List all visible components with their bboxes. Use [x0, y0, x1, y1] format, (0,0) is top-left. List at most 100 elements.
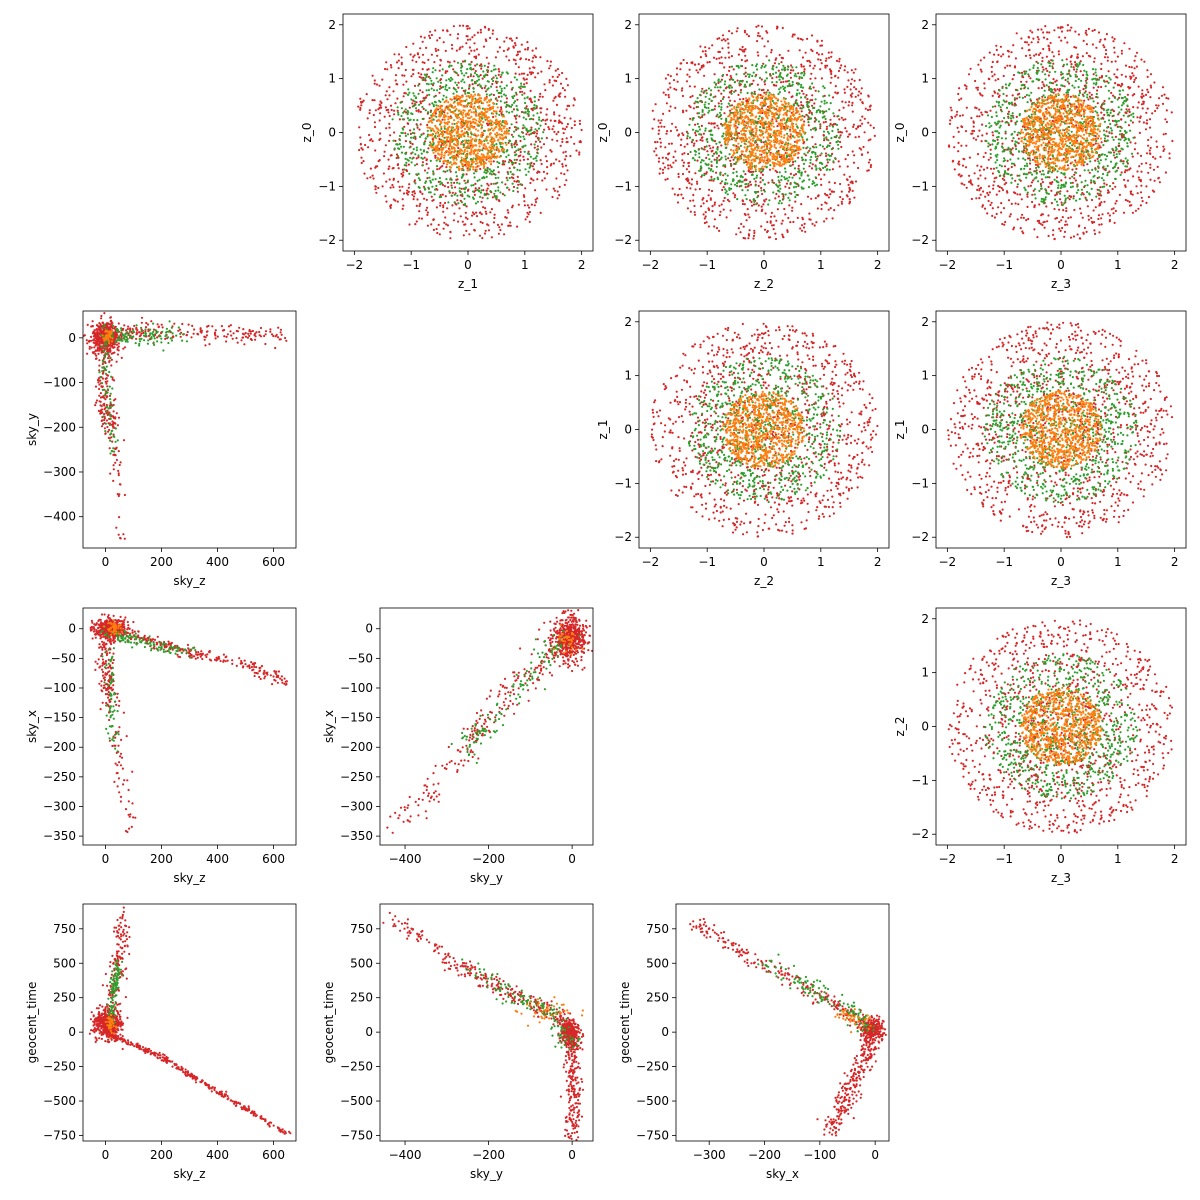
- scatter-point: [728, 30, 731, 33]
- scatter-point: [786, 105, 789, 108]
- scatter-point: [720, 56, 723, 59]
- scatter-point: [558, 119, 561, 122]
- scatter-point: [730, 89, 733, 92]
- scatter-point: [704, 129, 707, 132]
- scatter-point: [826, 130, 830, 133]
- scatter-point: [522, 135, 525, 138]
- scatter-point: [701, 114, 704, 117]
- scatter-point: [362, 160, 365, 163]
- scatter-point: [760, 209, 763, 213]
- scatter-point: [508, 139, 511, 142]
- scatter-point: [797, 135, 800, 138]
- scatter-point: [789, 155, 793, 158]
- scatter-point: [836, 128, 840, 131]
- scatter-point: [499, 228, 502, 232]
- scatter-point: [824, 117, 827, 121]
- scatter-point: [523, 97, 526, 100]
- scatter-point: [735, 108, 738, 111]
- scatter-point: [540, 119, 543, 122]
- scatter-point: [854, 136, 857, 139]
- scatter-point: [471, 95, 474, 98]
- scatter-point: [783, 89, 787, 92]
- scatter-point: [460, 113, 463, 116]
- scatter-point: [459, 133, 462, 137]
- scatter-point: [444, 170, 447, 173]
- scatter-point: [771, 155, 774, 158]
- scatter-point: [727, 157, 730, 160]
- scatter-point: [737, 123, 740, 126]
- scatter-point: [398, 139, 402, 142]
- scatter-point: [816, 155, 819, 158]
- scatter-point: [446, 112, 449, 115]
- scatter-point: [810, 197, 813, 200]
- scatter-point: [494, 68, 497, 71]
- scatter-point: [402, 111, 405, 114]
- scatter-point: [565, 77, 568, 80]
- scatter-point: [848, 175, 851, 178]
- scatter-point: [504, 135, 507, 138]
- scatter-point: [430, 53, 433, 56]
- scatter-point: [435, 107, 438, 110]
- scatter-point: [861, 122, 864, 125]
- scatter-point: [418, 56, 421, 59]
- scatter-point: [515, 78, 519, 81]
- scatter-point: [821, 53, 824, 56]
- scatter-point: [450, 98, 453, 101]
- scatter-point: [442, 227, 445, 230]
- scatter-point: [707, 87, 711, 90]
- scatter-point: [538, 95, 542, 98]
- scatter-point: [767, 181, 770, 184]
- scatter-point: [491, 123, 494, 126]
- scatter-point: [498, 155, 501, 159]
- scatter-point: [846, 165, 849, 168]
- scatter-point: [809, 77, 812, 80]
- scatter-point: [514, 100, 517, 103]
- scatter-point: [658, 172, 661, 175]
- scatter-point: [476, 179, 479, 182]
- scatter-point: [508, 224, 511, 227]
- scatter-point: [488, 156, 491, 159]
- scatter-point: [729, 148, 733, 151]
- scatter-point: [747, 184, 750, 187]
- scatter-point: [360, 147, 363, 150]
- scatter-point: [474, 153, 478, 156]
- scatter-point: [498, 128, 501, 131]
- scatter-point: [760, 186, 763, 190]
- scatter-point: [717, 154, 721, 157]
- scatter-point: [397, 147, 400, 150]
- scatter-point: [789, 221, 792, 224]
- scatter-point: [472, 126, 475, 129]
- scatter-point: [484, 162, 487, 165]
- scatter-point: [691, 94, 694, 98]
- scatter-point: [815, 168, 818, 171]
- scatter-point: [556, 68, 560, 71]
- scatter-point: [682, 111, 685, 114]
- scatter-point: [720, 151, 723, 154]
- scatter-point: [447, 101, 450, 104]
- scatter-point: [763, 145, 766, 148]
- scatter-point: [408, 106, 411, 109]
- scatter-point: [389, 134, 392, 137]
- scatter-point: [460, 135, 463, 138]
- scatter-point: [421, 157, 424, 160]
- scatter-point: [484, 145, 487, 148]
- scatter-point: [566, 123, 570, 126]
- scatter-point: [832, 112, 835, 115]
- scatter-point: [499, 120, 502, 123]
- scatter-point: [513, 42, 517, 45]
- scatter-point: [442, 206, 445, 209]
- scatter-point: [412, 118, 415, 122]
- scatter-point: [702, 132, 706, 135]
- scatter-point: [743, 31, 747, 34]
- scatter-point: [729, 74, 732, 78]
- scatter-point: [728, 109, 732, 112]
- scatter-point: [464, 115, 467, 118]
- scatter-point: [720, 78, 724, 81]
- scatter-point: [697, 148, 700, 151]
- scatter-point: [852, 71, 855, 74]
- scatter-point: [783, 149, 786, 152]
- scatter-point: [469, 109, 472, 112]
- scatter-point: [466, 103, 469, 106]
- scatter-point: [390, 204, 393, 207]
- scatter-point: [491, 32, 494, 35]
